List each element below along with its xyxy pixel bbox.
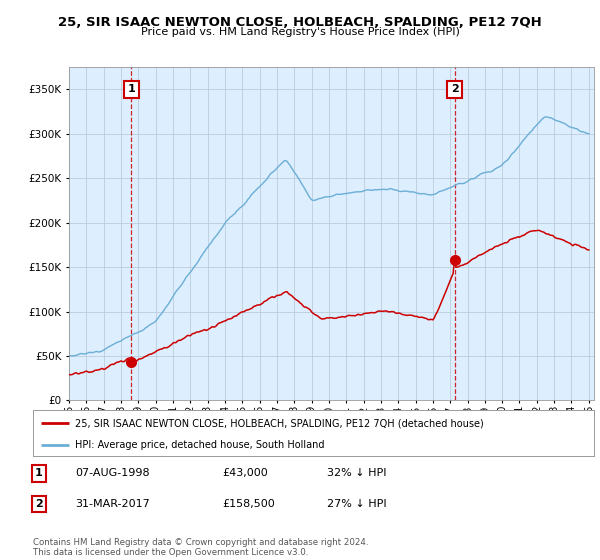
Text: 27% ↓ HPI: 27% ↓ HPI [327,499,386,509]
Text: 1: 1 [35,468,43,478]
Text: HPI: Average price, detached house, South Holland: HPI: Average price, detached house, Sout… [75,440,325,450]
Text: 25, SIR ISAAC NEWTON CLOSE, HOLBEACH, SPALDING, PE12 7QH (detached house): 25, SIR ISAAC NEWTON CLOSE, HOLBEACH, SP… [75,418,484,428]
Text: 07-AUG-1998: 07-AUG-1998 [75,468,149,478]
Text: Contains HM Land Registry data © Crown copyright and database right 2024.
This d: Contains HM Land Registry data © Crown c… [33,538,368,557]
Text: 31-MAR-2017: 31-MAR-2017 [75,499,150,509]
Text: 25, SIR ISAAC NEWTON CLOSE, HOLBEACH, SPALDING, PE12 7QH: 25, SIR ISAAC NEWTON CLOSE, HOLBEACH, SP… [58,16,542,29]
Text: Price paid vs. HM Land Registry's House Price Index (HPI): Price paid vs. HM Land Registry's House … [140,27,460,37]
Text: 32% ↓ HPI: 32% ↓ HPI [327,468,386,478]
Text: £43,000: £43,000 [222,468,268,478]
Text: 2: 2 [35,499,43,509]
Text: 2: 2 [451,85,458,95]
Text: 1: 1 [128,85,135,95]
Text: £158,500: £158,500 [222,499,275,509]
